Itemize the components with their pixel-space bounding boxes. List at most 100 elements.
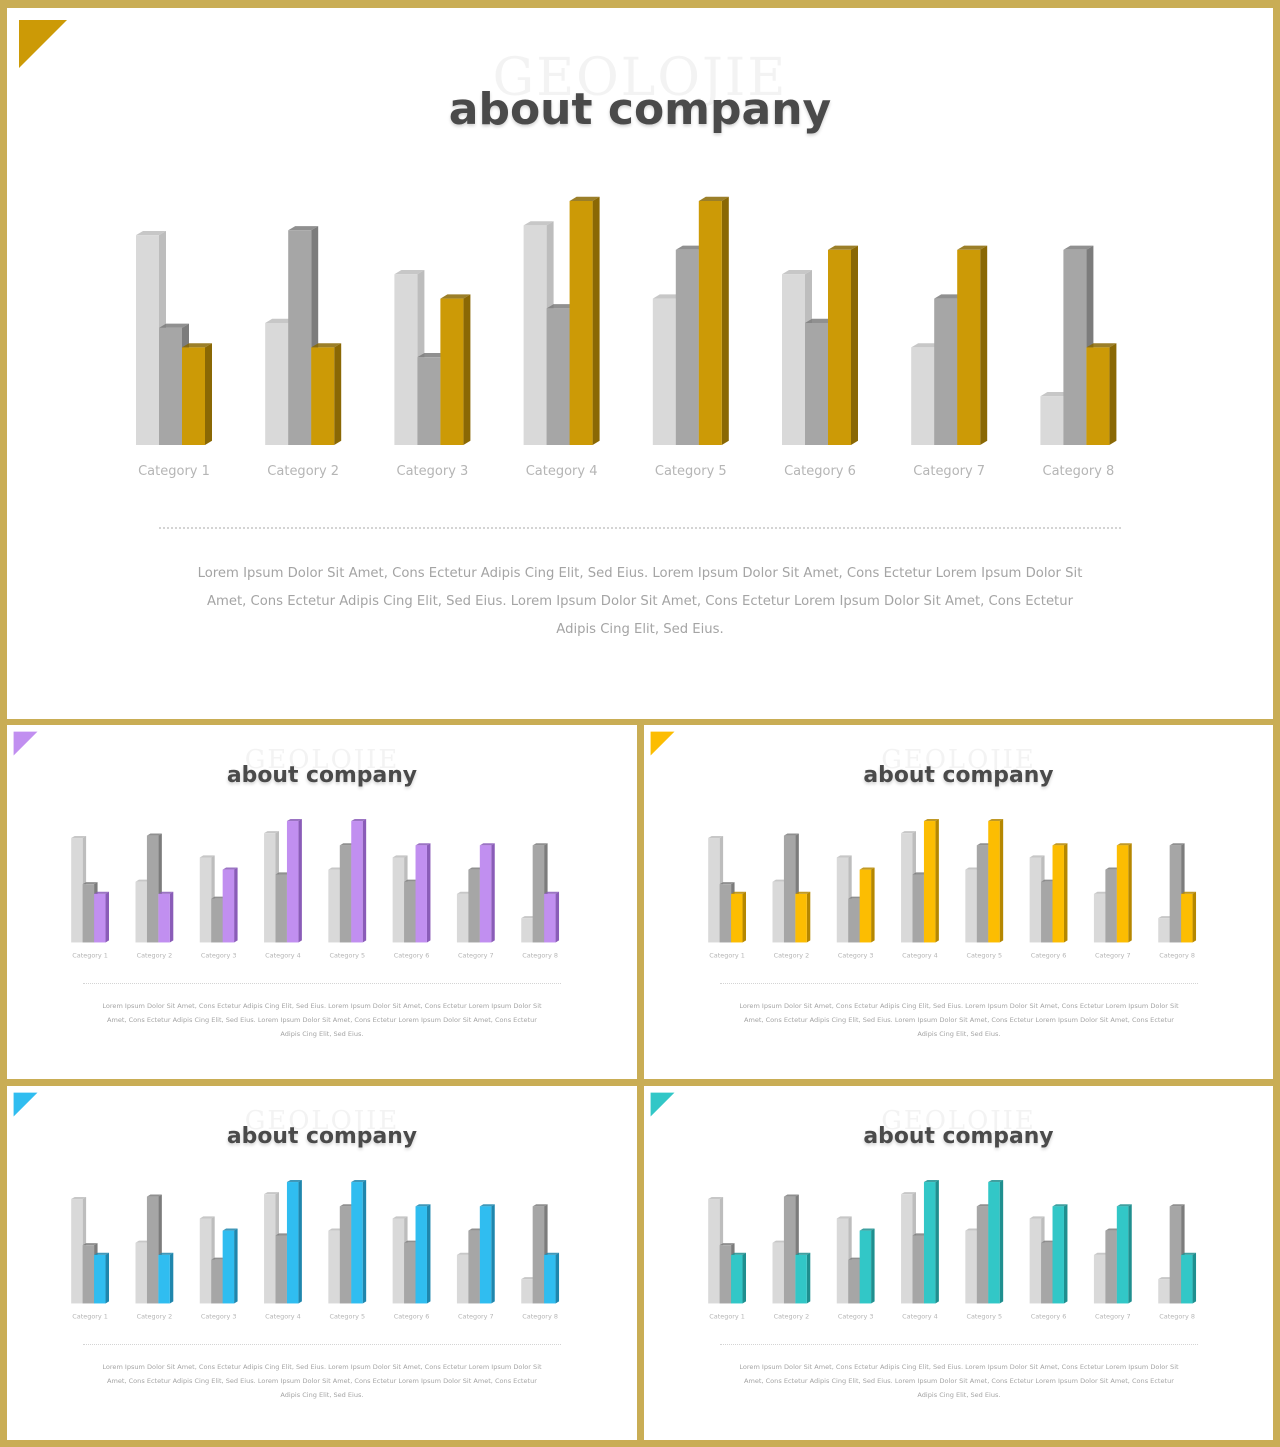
category-label: Category 6: [394, 951, 430, 959]
bar-7-series-3: [1116, 1204, 1132, 1304]
bar-8-series-3: [1181, 891, 1197, 943]
category-label: Category 4: [265, 1312, 301, 1320]
category-label: Category 5: [329, 1312, 365, 1320]
slide-title: about company: [863, 762, 1054, 788]
bar-6-series-3: [415, 843, 431, 943]
category-label: Category 2: [774, 1312, 810, 1320]
bar-1-series-3: [94, 1252, 110, 1304]
category-label: Category 1: [709, 951, 745, 959]
category-label: Category 7: [458, 1312, 494, 1320]
category-label: Category 8: [1043, 464, 1115, 479]
category-label: Category 8: [1159, 1312, 1195, 1320]
bar-5-series-3: [988, 1179, 1004, 1304]
category-label: Category 4: [902, 951, 938, 959]
dotted-divider: [82, 1344, 562, 1346]
slide-title: about company: [863, 1123, 1054, 1149]
bar-2-series-3: [311, 343, 342, 445]
category-label: Category 3: [201, 951, 237, 959]
bar-3-series-3: [440, 294, 471, 445]
category-label: Category 4: [265, 951, 301, 959]
category-label: Category 2: [267, 464, 339, 479]
category-label: Category 3: [838, 1312, 874, 1320]
category-label: Category 8: [522, 1312, 558, 1320]
category-label: Category 2: [774, 951, 810, 959]
category-label: Category 1: [72, 1312, 108, 1320]
body-text: Lorem Ipsum Dolor Sit Amet, Cons Ectetur…: [739, 1001, 1179, 1038]
bar-8-series-3: [1086, 343, 1117, 445]
corner-triangle-icon: [13, 1092, 38, 1117]
bar-1-series-3: [731, 891, 747, 943]
category-label: Category 3: [838, 951, 874, 959]
body-text: Lorem Ipsum Dolor Sit Amet, Cons Ectetur…: [197, 566, 1083, 637]
bar-2-series-3: [795, 891, 811, 943]
slide-title: about company: [448, 84, 832, 135]
category-label: Category 5: [966, 951, 1002, 959]
bar-chart: Category 1 Category 2 Category 3 Category 4…: [708, 1179, 1197, 1320]
slide-title: about company: [226, 1123, 418, 1149]
category-label: Category 1: [72, 951, 108, 959]
category-label: Category 7: [1095, 1312, 1131, 1320]
category-label: Category 6: [394, 1312, 430, 1320]
category-label: Category 8: [522, 951, 558, 959]
slide-title: about company: [226, 762, 418, 788]
category-label: Category 5: [655, 464, 727, 479]
bar-6-series-3: [1052, 843, 1068, 943]
category-label: Category 1: [138, 464, 210, 479]
bar-2-series-3: [795, 1252, 811, 1304]
watermark-text: GEOLOJIE: [881, 744, 1036, 775]
bar-chart: Category 1 Category 2 Category 3 Category 4…: [708, 818, 1197, 959]
bar-8-series-3: [544, 1252, 560, 1304]
bar-6-series-3: [415, 1204, 431, 1304]
watermark-text: GEOLOJIE: [492, 48, 788, 108]
bar-5-series-3: [698, 196, 729, 445]
watermark-text: GEOLOJIE: [244, 1105, 400, 1136]
category-label: Category 4: [902, 1312, 938, 1320]
category-label: Category 2: [137, 951, 173, 959]
slide-1: GEOLOJIE about company Category 1 Category …: [7, 8, 1273, 719]
category-label: Category 3: [397, 464, 469, 479]
slide-5: GEOLOJIE about company Category 1 Category …: [644, 1086, 1273, 1440]
slide-4: GEOLOJIE about company Category 1 Category …: [7, 1086, 637, 1440]
bar-4-series-3: [286, 818, 302, 943]
category-label: Category 4: [526, 464, 598, 479]
corner-triangle-icon: [650, 1092, 675, 1117]
bar-1-series-3: [94, 891, 110, 943]
category-label: Category 8: [1159, 951, 1195, 959]
bar-3-series-3: [859, 1228, 875, 1304]
bar-3-series-3: [222, 867, 238, 943]
bar-7-series-3: [1116, 843, 1132, 943]
bar-1-series-3: [182, 343, 212, 445]
bar-5-series-3: [988, 818, 1004, 943]
category-label: Category 1: [709, 1312, 745, 1320]
dotted-divider: [159, 527, 1121, 529]
bar-5-series-3: [351, 1179, 367, 1304]
bar-chart: Category 1 Category 2 Category 3 Category 4…: [136, 196, 1117, 479]
body-text: Lorem Ipsum Dolor Sit Amet, Cons Ectetur…: [102, 1362, 542, 1399]
dotted-divider: [719, 983, 1199, 985]
dotted-divider: [82, 983, 562, 985]
corner-triangle-icon: [650, 731, 675, 756]
category-label: Category 7: [1095, 951, 1131, 959]
category-label: Category 6: [1031, 1312, 1067, 1320]
bar-1-series-3: [731, 1252, 747, 1304]
watermark-text: GEOLOJIE: [244, 744, 400, 775]
bar-4-series-3: [569, 196, 600, 445]
bar-7-series-3: [479, 1204, 495, 1304]
category-label: Category 6: [1031, 951, 1067, 959]
bar-3-series-3: [222, 1228, 238, 1304]
bar-8-series-3: [1181, 1252, 1197, 1304]
body-text: Lorem Ipsum Dolor Sit Amet, Cons Ectetur…: [739, 1362, 1179, 1399]
dotted-divider: [719, 1344, 1199, 1346]
category-label: Category 3: [201, 1312, 237, 1320]
bar-8-series-3: [544, 891, 560, 943]
watermark-text: GEOLOJIE: [881, 1105, 1036, 1136]
bar-5-series-3: [351, 818, 367, 943]
bar-4-series-3: [286, 1179, 302, 1304]
bar-6-series-3: [828, 245, 858, 445]
category-label: Category 7: [913, 464, 985, 479]
category-label: Category 7: [458, 951, 494, 959]
body-text: Lorem Ipsum Dolor Sit Amet, Cons Ectetur…: [102, 1001, 542, 1038]
category-label: Category 2: [137, 1312, 173, 1320]
bar-6-series-3: [1052, 1204, 1068, 1304]
category-label: Category 6: [784, 464, 856, 479]
